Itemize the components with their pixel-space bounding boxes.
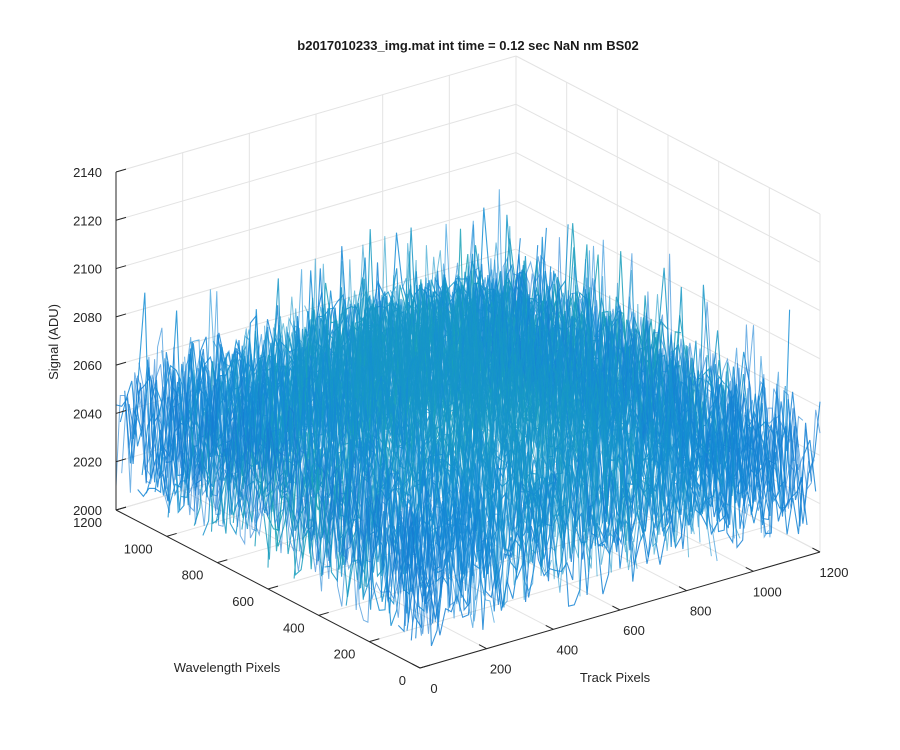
surface-column bbox=[235, 329, 541, 558]
grid-line bbox=[115, 55, 517, 173]
z-tick-label: 2060 bbox=[73, 358, 102, 373]
surface-column bbox=[241, 316, 547, 592]
grid-line bbox=[515, 55, 821, 215]
y-tick-label: 400 bbox=[283, 620, 305, 635]
y-tick-label: 1200 bbox=[73, 515, 102, 530]
surface-column bbox=[155, 291, 461, 594]
grid-line bbox=[115, 152, 517, 270]
y-tick-label: 1000 bbox=[124, 541, 153, 556]
y-tick-label: 800 bbox=[182, 568, 204, 583]
chart-title: b2017010233_img.mat int time = 0.12 sec … bbox=[297, 38, 638, 53]
z-tick-mark bbox=[115, 216, 127, 221]
y-tick-mark bbox=[166, 532, 177, 537]
z-tick-mark bbox=[115, 168, 127, 173]
z-tick-label: 2140 bbox=[73, 165, 102, 180]
grid-line bbox=[115, 103, 517, 221]
surface-column bbox=[264, 318, 570, 593]
surface-column bbox=[138, 362, 444, 607]
z-tick-mark bbox=[115, 506, 127, 511]
z-tick-label: 2120 bbox=[73, 213, 102, 228]
x-tick-label: 600 bbox=[623, 623, 645, 638]
x-tick-mark bbox=[745, 566, 754, 572]
y-axis-label: Wavelength Pixels bbox=[174, 660, 281, 675]
x-tick-mark bbox=[478, 644, 487, 650]
x-tick-label: 1000 bbox=[753, 584, 782, 599]
z-tick-mark bbox=[115, 410, 127, 414]
x-tick-label: 400 bbox=[556, 642, 578, 657]
grid-line bbox=[369, 525, 770, 643]
x-tick-label: 0 bbox=[430, 681, 437, 696]
x-tick-label: 200 bbox=[490, 662, 512, 677]
y-tick-mark bbox=[318, 611, 329, 616]
x-tick-mark bbox=[812, 547, 821, 553]
grid-line bbox=[115, 200, 517, 318]
z-axis-label: Signal (ADU) bbox=[46, 304, 61, 380]
grid-line bbox=[515, 103, 821, 263]
y-tick-mark bbox=[419, 664, 431, 669]
y-tick-mark bbox=[267, 585, 279, 590]
z-tick-label: 2000 bbox=[73, 503, 102, 518]
grid-line bbox=[515, 200, 821, 360]
z-tick-mark bbox=[115, 361, 127, 366]
z-tick-label: 2020 bbox=[73, 455, 102, 470]
y-tick-label: 0 bbox=[399, 673, 406, 688]
x-tick-mark bbox=[545, 624, 554, 630]
z-tick-mark bbox=[115, 265, 127, 270]
surface-column bbox=[184, 356, 490, 601]
x-tick-label: 1200 bbox=[820, 565, 849, 580]
x-tick-mark bbox=[412, 663, 421, 669]
surface-column bbox=[498, 256, 804, 502]
surface-column bbox=[115, 375, 421, 623]
x-axis-label: Track Pixels bbox=[580, 670, 651, 685]
y-tick-label: 600 bbox=[232, 594, 254, 609]
grid-line bbox=[115, 248, 517, 366]
y-tick-mark bbox=[217, 559, 228, 564]
surface-row bbox=[415, 395, 817, 639]
tick-labels: 0 200 400 600 800 1000 1200 0 200 400 600 800 1000 12… bbox=[73, 165, 848, 696]
x-tick-label: 800 bbox=[690, 604, 712, 619]
grid-line bbox=[515, 152, 821, 312]
surface-column bbox=[424, 276, 730, 530]
z-tick-mark bbox=[115, 313, 127, 318]
z-tick-label: 2040 bbox=[73, 406, 102, 421]
y-tick-label: 200 bbox=[334, 647, 356, 662]
x-tick-mark bbox=[678, 586, 687, 592]
z-tick-mark bbox=[115, 458, 127, 463]
surface bbox=[115, 189, 821, 647]
x-tick-mark bbox=[612, 605, 621, 611]
z-tick-label: 2080 bbox=[73, 310, 102, 325]
z-tick-label: 2100 bbox=[73, 262, 102, 277]
y-tick-mark bbox=[369, 638, 380, 643]
axes bbox=[115, 168, 821, 669]
